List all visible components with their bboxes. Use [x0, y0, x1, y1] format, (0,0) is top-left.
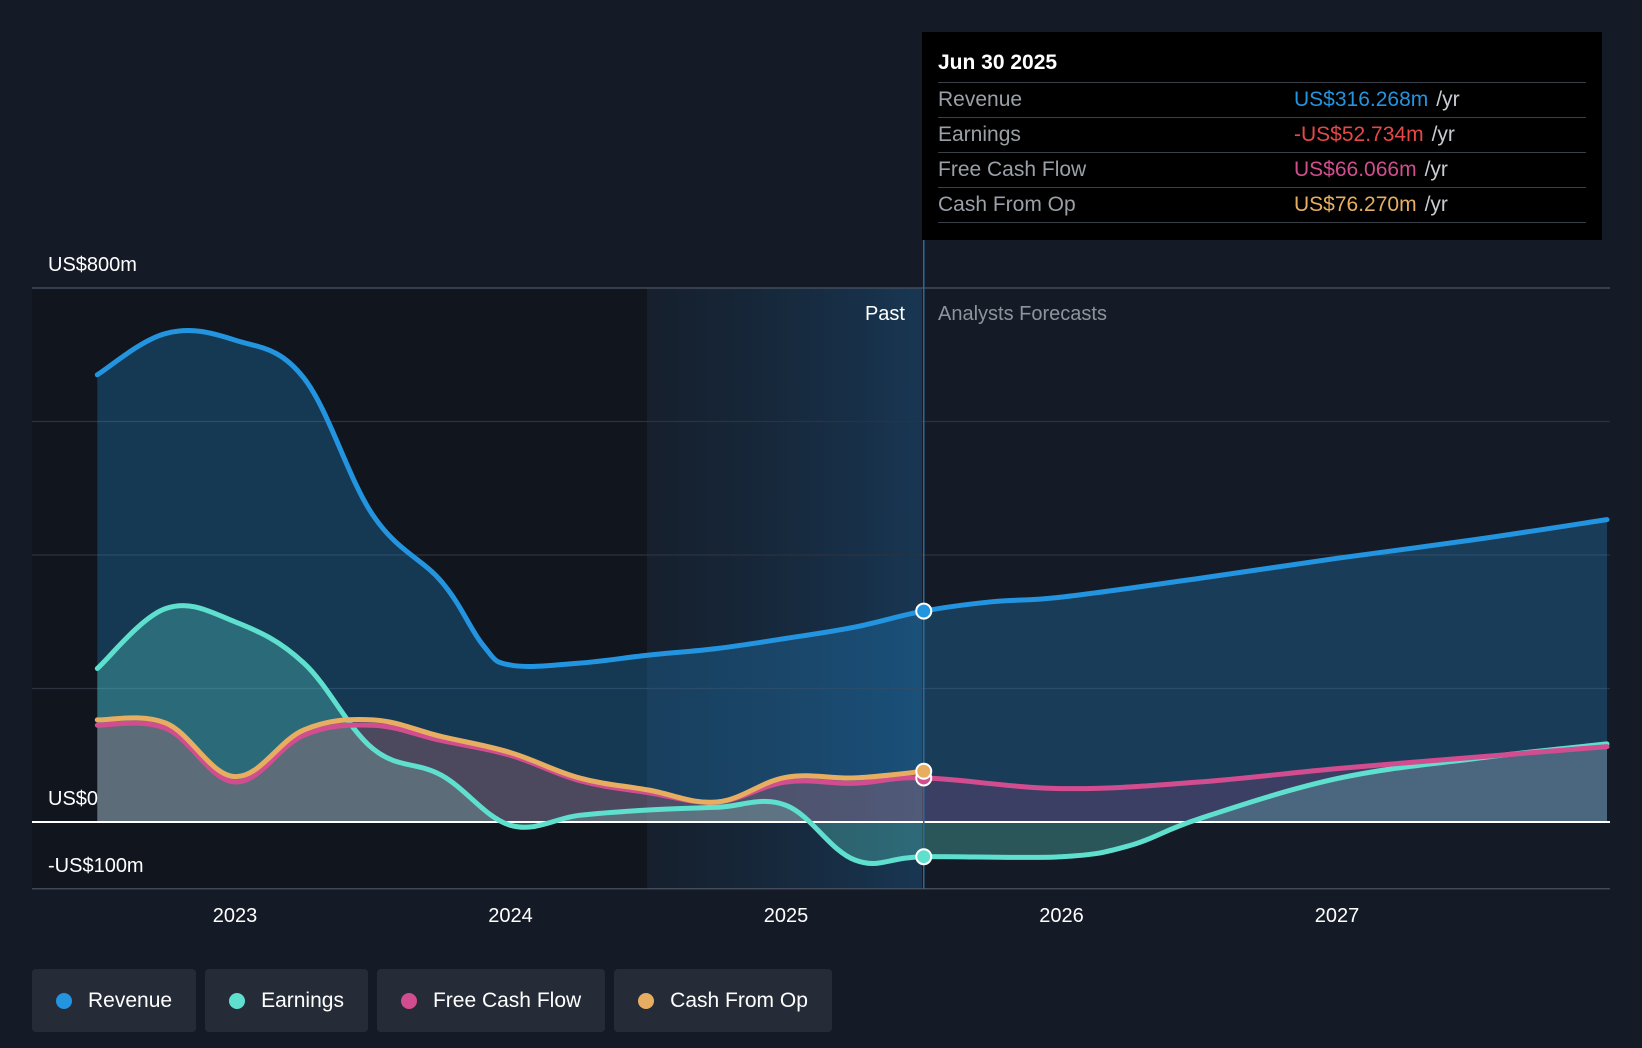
point-revenue — [915, 602, 933, 620]
tooltip-unit: /yr — [1424, 158, 1448, 181]
legend-label: Free Cash Flow — [432, 988, 582, 1012]
area-revenue — [97, 330, 1607, 822]
y-label-top: US$800m — [48, 254, 137, 276]
y-label-zero: US$0 — [48, 788, 98, 810]
tooltip-value: US$66.066m — [1294, 158, 1417, 181]
legend-label: Revenue — [88, 988, 173, 1012]
point-earnings — [915, 848, 933, 866]
legend-label: Earnings — [261, 988, 344, 1012]
legend-label: Cash From Op — [670, 988, 808, 1012]
tooltip-row-cash-from-op: Cash From Op US$76.270m /yr — [938, 187, 1586, 223]
tooltip-value: US$76.270m — [1294, 193, 1417, 216]
x-tick-label: 2023 — [213, 905, 258, 927]
tooltip-row-free-cash-flow: Free Cash Flow US$66.066m /yr — [938, 152, 1586, 187]
tooltip-value: US$316.268m — [1294, 88, 1429, 111]
tooltip-name: Revenue — [938, 88, 1023, 111]
y-label-bottom: -US$100m — [48, 855, 144, 877]
tooltip-value: -US$52.734m — [1294, 123, 1424, 146]
x-tick-label: 2024 — [488, 905, 533, 927]
highlight-points — [915, 602, 933, 866]
tooltip-name: Free Cash Flow — [938, 158, 1087, 181]
tooltip-row-revenue: Revenue US$316.268m /yr — [938, 82, 1586, 117]
financial-chart: US$800m US$0 -US$100m Past Analysts Fore… — [32, 240, 1610, 927]
point-cash-from-op — [915, 762, 933, 780]
tooltip-unit: /yr — [1436, 88, 1460, 111]
legend-item-earnings[interactable]: Earnings — [205, 969, 368, 1032]
line-earnings — [94, 603, 1610, 866]
tooltip-unit: /yr — [1424, 193, 1448, 216]
tooltip-date: Jun 30 2025 — [938, 51, 1058, 74]
data-tooltip: Jun 30 2025 Revenue US$316.268m /yr Earn… — [922, 32, 1602, 240]
x-tick-label: 2026 — [1039, 905, 1084, 927]
legend-dot-icon — [56, 992, 72, 1009]
past-label: Past — [865, 303, 905, 325]
area-cash-from-op — [97, 717, 924, 822]
legend-item-cash-from-op[interactable]: Cash From Op — [614, 969, 832, 1032]
x-tick-label: 2027 — [1315, 905, 1360, 927]
tooltip-name: Cash From Op — [938, 193, 1076, 216]
forecast-label: Analysts Forecasts — [938, 303, 1107, 325]
tooltip-name: Earnings — [938, 123, 1021, 146]
x-tick-label: 2025 — [764, 905, 809, 927]
legend-item-revenue[interactable]: Revenue — [32, 969, 197, 1032]
tooltip-row-earnings: Earnings -US$52.734m /yr — [938, 117, 1586, 152]
x-axis-ticks: 2023 2024 2025 2026 2027 — [213, 905, 1360, 927]
series-lines — [94, 328, 1610, 866]
legend-dot-icon — [638, 992, 655, 1009]
area-earnings — [97, 605, 1607, 864]
line-cash-from-op — [94, 715, 927, 805]
past-dark-region — [32, 288, 647, 889]
tooltip-unit: /yr — [1431, 123, 1455, 146]
chart-legend: Revenue Earnings Free Cash Flow Cash Fro… — [32, 969, 832, 1032]
line-revenue — [94, 328, 1610, 669]
legend-dot-icon — [400, 992, 417, 1009]
legend-dot-icon — [229, 992, 246, 1009]
legend-item-free-cash-flow[interactable]: Free Cash Flow — [376, 969, 606, 1032]
past-highlight-region — [647, 288, 922, 889]
